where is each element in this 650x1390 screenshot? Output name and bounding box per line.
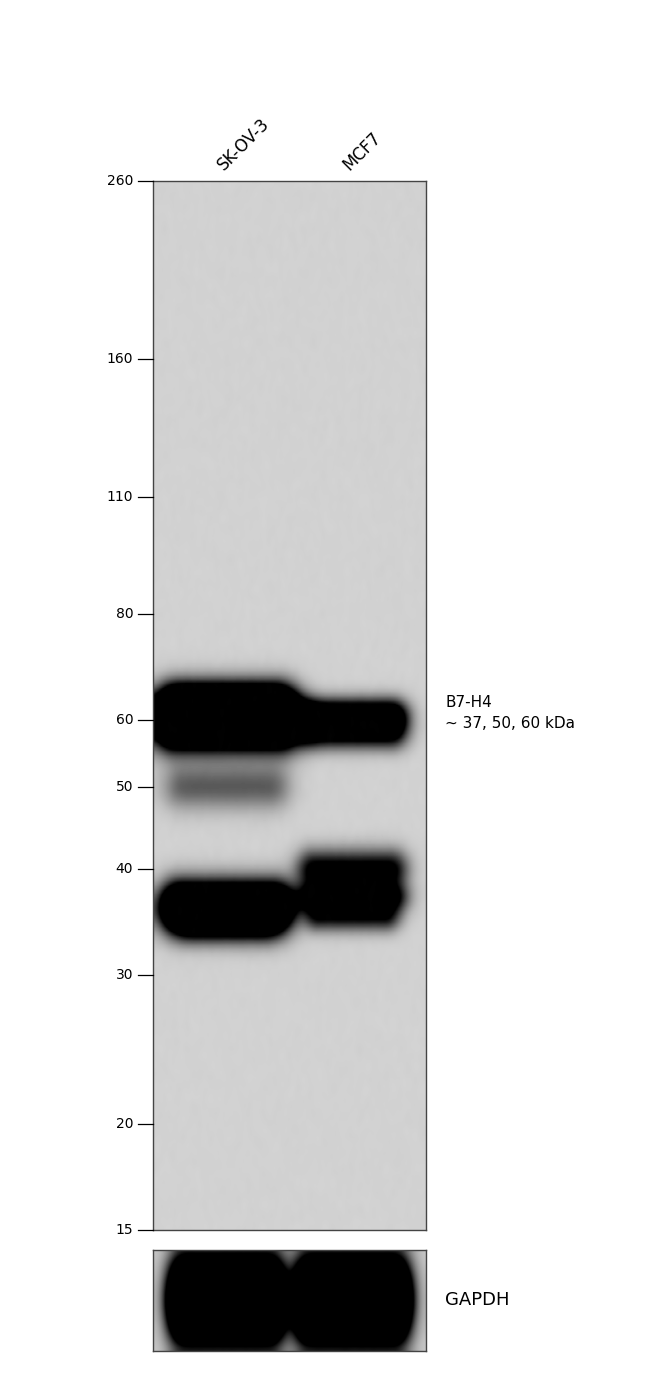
Text: GAPDH: GAPDH: [445, 1291, 510, 1309]
Text: 20: 20: [116, 1118, 133, 1131]
Text: SK-OV-3: SK-OV-3: [214, 114, 273, 174]
Text: 30: 30: [116, 969, 133, 983]
Text: 110: 110: [107, 491, 133, 505]
Text: MCF7: MCF7: [339, 129, 385, 174]
Text: B7-H4
~ 37, 50, 60 kDa: B7-H4 ~ 37, 50, 60 kDa: [445, 695, 575, 731]
Text: 40: 40: [116, 862, 133, 876]
Text: 260: 260: [107, 174, 133, 188]
Text: 160: 160: [107, 352, 133, 367]
Text: 80: 80: [116, 607, 133, 621]
Text: 15: 15: [116, 1223, 133, 1237]
Text: 50: 50: [116, 780, 133, 794]
Text: 60: 60: [116, 713, 133, 727]
